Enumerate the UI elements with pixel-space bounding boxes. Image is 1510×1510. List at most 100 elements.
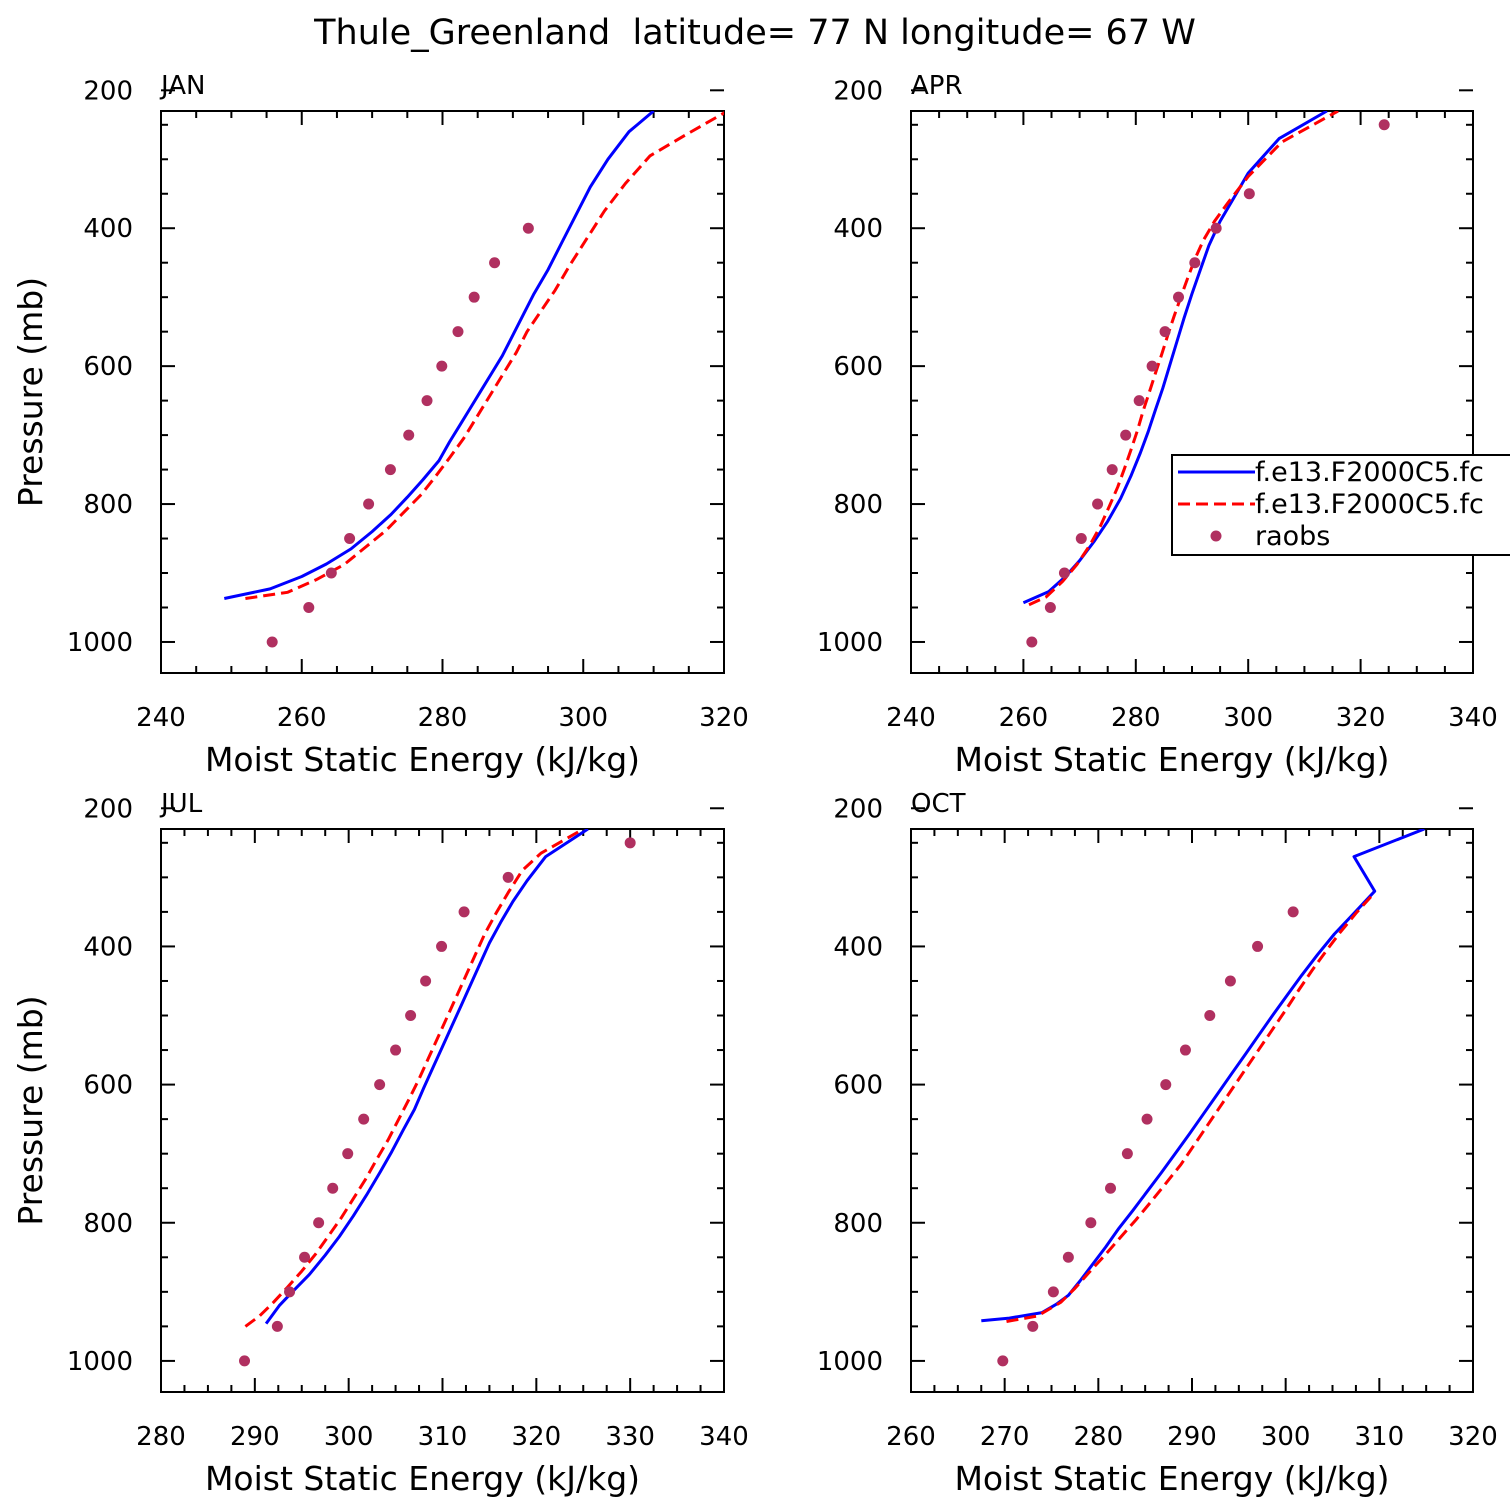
series-group [1022,111,1390,648]
plot-frame [160,828,725,1393]
x-axis-label: Moist Static Energy (kJ/kg) [205,740,640,779]
x-axis-label: Moist Static Energy (kJ/kg) [954,740,1389,779]
x-tick-label: 260 [999,703,1049,733]
raobs-point [1105,1182,1117,1194]
model2-line [1028,111,1339,607]
y-tick-label: 400 [833,214,883,244]
raobs-point [1252,940,1264,952]
x-tick-label: 270 [980,1422,1030,1452]
y-tick-label: 1000 [67,628,133,658]
raobs-point [997,1355,1009,1367]
x-tick-label: 300 [324,1422,374,1452]
x-tick-label: 320 [1448,1422,1498,1452]
panel-apr: 240 260 280 300 320 340 200 400 600 800 1000 APR Moi… [817,71,1498,779]
y-tick-label: 200 [83,794,133,824]
plot-frame [910,828,1474,1393]
y-tick-label: 1000 [817,628,883,658]
raobs-point [1287,906,1299,918]
x-tick-label: 280 [136,1422,186,1452]
x-tick-label: 240 [886,703,936,733]
panel-oct: 260 270 280 290 300 310 320 200 400 600 800 1000 OCT… [817,789,1498,1498]
raobs-point [405,1010,417,1022]
raobs-point [239,1355,251,1367]
x-tick-label: 320 [512,1422,562,1452]
x-tick-label: 300 [558,703,608,733]
model1-line [264,829,589,1325]
raobs-point [342,1148,354,1160]
raobs-point [458,906,470,918]
raobs-point [271,1320,283,1332]
y-tick-label: 800 [833,1209,883,1239]
y-tick-label: 1000 [67,1347,133,1377]
raobs-point [1085,1217,1097,1229]
y-tick-label: 1000 [817,1347,883,1377]
raobs-point [1058,567,1070,579]
raobs-point [1173,291,1185,303]
y-tick-label: 400 [83,932,133,962]
model1-line [223,111,655,600]
raobs-point [1120,429,1132,441]
raobs-point [374,1079,386,1091]
raobs-point [1075,533,1087,545]
y-tick-label: 200 [833,76,883,106]
raobs-point [303,601,315,613]
panel-label: OCT [911,789,966,819]
panel-label: JAN [159,71,205,101]
plot-frame [910,110,1474,674]
raobs-point [403,429,415,441]
raobs-point [1027,1320,1039,1332]
x-tick-label: 280 [1074,1422,1124,1452]
raobs-point [1092,498,1104,510]
y-axis-label: Pressure (mb) [11,277,50,507]
raobs-point [1062,1251,1074,1263]
legend-marker [1210,530,1222,542]
x-tick-label: 310 [418,1422,468,1452]
raobs-point [624,837,636,849]
panel-label: APR [911,71,963,101]
raobs-point [325,567,337,579]
y-tick-label: 600 [833,352,883,382]
model2-line [244,829,585,1328]
x-axis-label: Moist Static Energy (kJ/kg) [205,1459,640,1498]
x-tick-label: 240 [136,703,186,733]
y-tick-label: 800 [83,1209,133,1239]
raobs-point [1106,464,1118,476]
raobs-point [284,1286,296,1298]
y-tick-label: 600 [83,1071,133,1101]
model2-line [1006,891,1376,1323]
x-tick-label: 320 [1336,703,1386,733]
x-tick-label: 330 [605,1422,655,1452]
x-tick-label: 310 [1355,1422,1405,1452]
raobs-point [1159,326,1171,338]
raobs-point [1224,975,1236,987]
x-tick-label: 290 [1167,1422,1217,1452]
y-tick-label: 600 [833,1071,883,1101]
x-tick-label: 320 [699,703,749,733]
legend-label: f.e13.F2000C5.fc [1255,457,1484,488]
x-tick-label: 340 [699,1422,749,1452]
y-tick-label: 800 [83,490,133,520]
raobs-point [1204,1010,1216,1022]
legend-label: raobs [1255,521,1330,552]
x-tick-label: 340 [1448,703,1498,733]
raobs-point [468,291,480,303]
raobs-point [1133,395,1145,407]
x-tick-label: 260 [886,1422,936,1452]
raobs-point [327,1182,339,1194]
y-tick-label: 400 [83,214,133,244]
raobs-point [344,533,356,545]
x-axis-label: Moist Static Energy (kJ/kg) [954,1459,1389,1498]
legend-label: f.e13.F2000C5.fc [1255,489,1484,520]
raobs-point [502,871,514,883]
x-tick-label: 280 [1111,703,1161,733]
x-tick-label: 290 [230,1422,280,1452]
raobs-point [1026,636,1038,648]
raobs-point [421,395,433,407]
y-axis-label: Pressure (mb) [11,995,50,1225]
raobs-point [452,326,464,338]
raobs-point [313,1217,325,1229]
raobs-point [1160,1079,1172,1091]
raobs-point [390,1044,402,1056]
